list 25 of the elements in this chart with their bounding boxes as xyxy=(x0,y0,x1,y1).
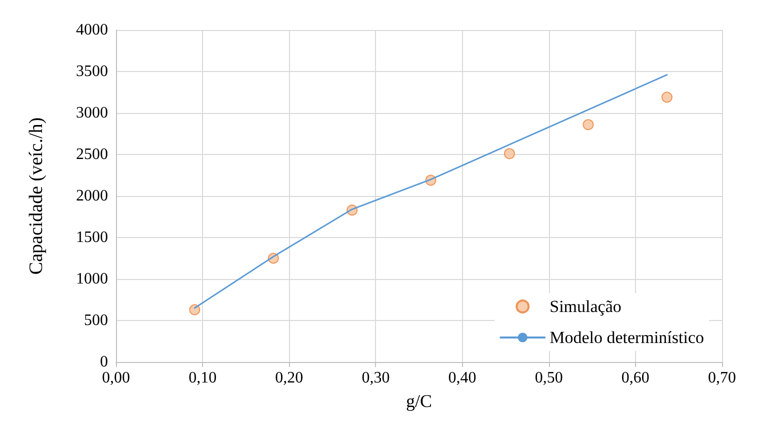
point xyxy=(504,148,515,160)
point xyxy=(189,304,200,316)
y-tick-label: 0 xyxy=(100,354,108,370)
y-tick-label: 1500 xyxy=(76,229,108,246)
x-tick-label: 0,70 xyxy=(708,370,736,386)
x-tick-label: 0,10 xyxy=(188,370,217,386)
y-tick-label: 2500 xyxy=(76,146,108,163)
x-tick-label: 0,30 xyxy=(362,370,390,386)
x-tick-label: 0,60 xyxy=(621,370,650,386)
y-tick-label: 2000 xyxy=(76,188,108,204)
y-axis-title: Capacidade (veíc./h) xyxy=(26,117,47,275)
legend-label: Simulação xyxy=(550,297,622,316)
x-tick-label: 0,50 xyxy=(534,370,563,386)
x-tick-label: 0,40 xyxy=(448,370,476,386)
y-tick-label: 500 xyxy=(84,312,108,329)
point xyxy=(661,92,672,103)
point xyxy=(582,119,594,130)
x-axis-title: g/C xyxy=(406,391,432,411)
y-tick-label: 1000 xyxy=(76,270,108,288)
y-tick-label: 3500 xyxy=(76,63,108,80)
x-tick-label: 0,20 xyxy=(275,370,304,386)
y-tick-label: 3000 xyxy=(76,104,108,122)
y-tick-label: 4000 xyxy=(76,22,108,38)
x-tick-label: 0,00 xyxy=(102,370,130,386)
legend-label: Modelo determinístico xyxy=(550,328,704,347)
